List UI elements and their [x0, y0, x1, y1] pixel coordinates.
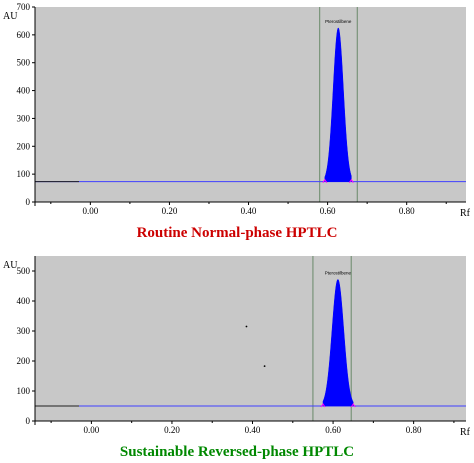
x-tick-label: 0.00 — [82, 206, 98, 216]
x-tick-label: 0.80 — [399, 206, 415, 216]
y-tick-label: 700 — [17, 2, 31, 12]
y-tick-label: 600 — [17, 30, 31, 40]
x-axis-title: Rf — [460, 208, 471, 219]
y-tick-label: 500 — [17, 58, 31, 68]
plot-area — [35, 7, 466, 202]
peak-boundary-marker — [348, 178, 354, 183]
peak-boundary-marker — [322, 178, 328, 183]
plot-area — [35, 256, 466, 421]
x-tick-label: 0.80 — [406, 425, 422, 435]
caption-reversed-phase: Sustainable Reversed-phase HPTLC — [119, 444, 355, 460]
peak-pterostilbene — [324, 27, 352, 182]
x-tick-label: 0.20 — [162, 206, 178, 216]
x-axis-title: Rf — [460, 427, 471, 438]
x-tick-label: 0.60 — [325, 425, 341, 435]
y-tick-label: 100 — [17, 169, 31, 179]
x-tick-label: 0.00 — [84, 425, 100, 435]
y-tick-label: 500 — [17, 266, 31, 276]
noise-speck — [245, 325, 248, 328]
noise-speck — [263, 365, 266, 367]
y-tick-label: 0 — [26, 197, 31, 207]
y-axis-title: AU — [3, 11, 18, 22]
y-tick-label: 200 — [17, 356, 31, 366]
y-axis-title: AU — [3, 260, 18, 271]
y-tick-label: 300 — [17, 113, 31, 123]
x-tick-label: 0.40 — [245, 425, 261, 435]
chart-panel-2: Pterostilbene 0 100 200 300 400 500 0.00 0.20 0.4… — [3, 256, 471, 438]
y-tick-label: 300 — [17, 326, 31, 336]
peak-boundary-marker — [350, 403, 356, 408]
x-tick-label: 0.40 — [241, 206, 257, 216]
x-tick-label: 0.60 — [320, 206, 336, 216]
y-tick-label: 200 — [17, 141, 31, 151]
caption-normal-phase: Routine Normal-phase HPTLC — [136, 225, 338, 241]
y-tick-label: 100 — [17, 386, 31, 396]
peak-boundary-marker — [320, 403, 326, 408]
y-tick-label: 0 — [26, 416, 31, 426]
y-tick-label: 400 — [17, 296, 31, 306]
peak-label: Pterostilbene — [325, 19, 352, 24]
chart-panel-1: Pterostilbene 0 100 200 300 400 500 600 700 0.00 0… — [3, 2, 471, 219]
x-tick-label: 0.20 — [164, 425, 180, 435]
y-tick-label: 400 — [17, 86, 31, 96]
peak-label: Pterostilbene — [325, 270, 352, 275]
peak-pterostilbene — [322, 279, 354, 407]
